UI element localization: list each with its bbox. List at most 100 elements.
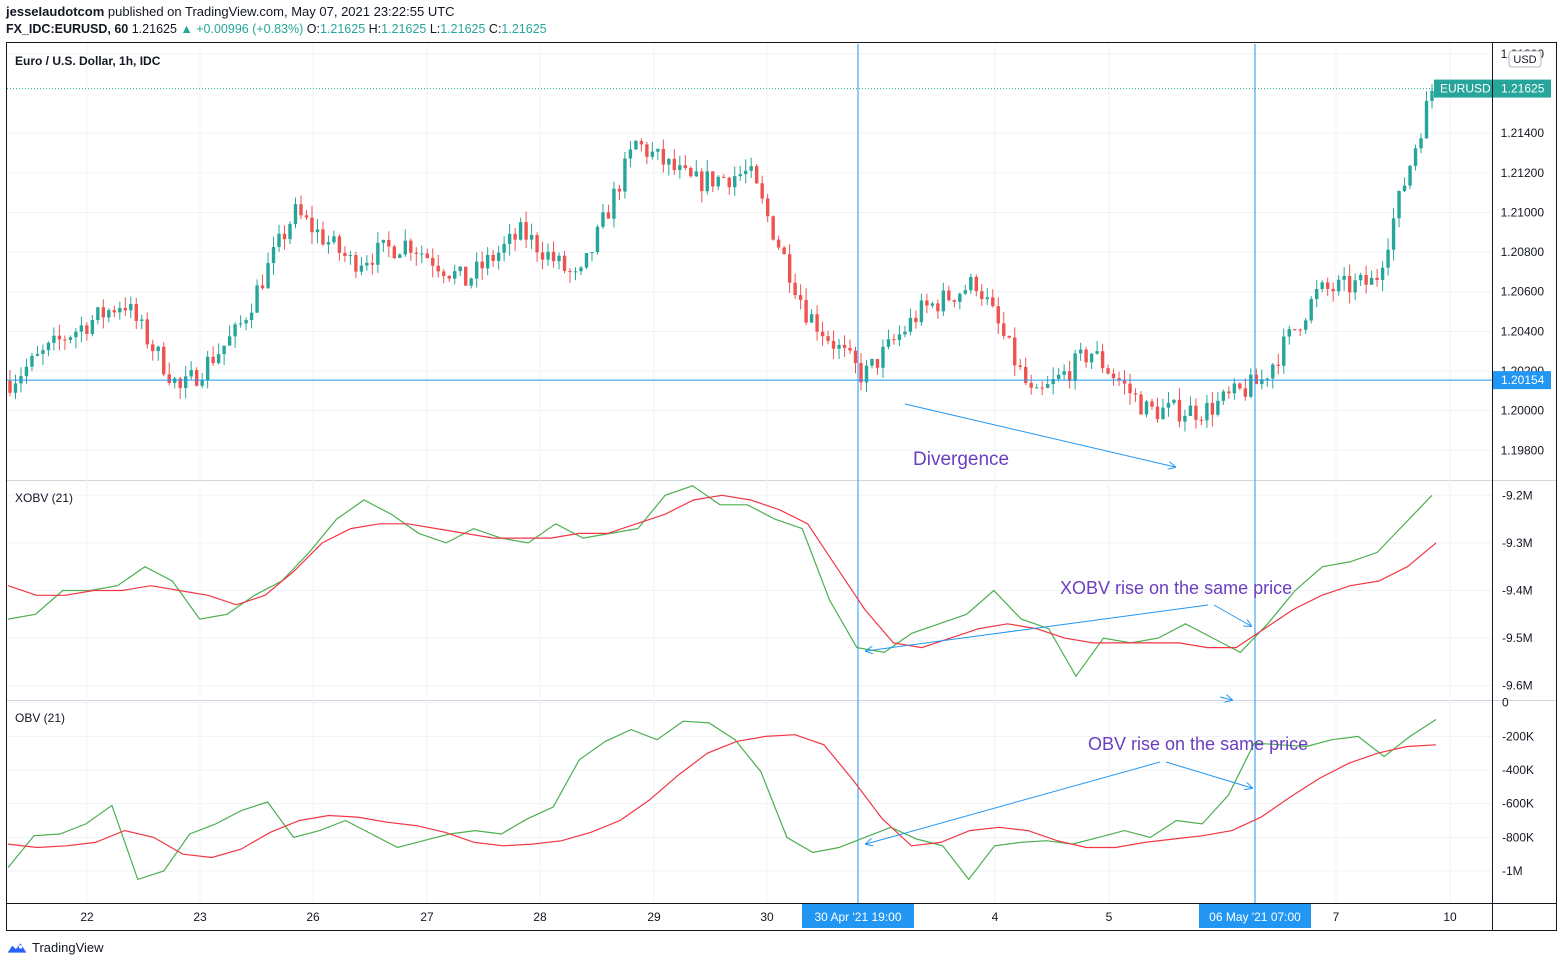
high-label: H: [368,22,382,36]
crosshair-price-tag [1493,371,1551,390]
obv-tick-label: 0 [1502,696,1509,710]
candle-body [1073,353,1077,381]
candle-body [453,271,457,279]
candle-body [183,376,188,388]
crosshair-time-label: 30 Apr '21 19:00 [814,910,901,924]
candle-body [980,291,984,300]
candle-body [914,317,918,323]
candle-body [930,303,935,306]
candle-body [1040,387,1044,389]
candle-body [1029,382,1033,388]
candle-body [370,262,375,265]
candle-body [1320,282,1324,290]
candle-body [1347,275,1352,293]
candle-body [1276,364,1280,366]
last-price-tag-label: 1.21625 [1501,82,1545,96]
candle-body [1331,288,1335,292]
candle-body [496,252,501,261]
candle-body [376,242,380,265]
xobv-pane-title: XOBV (21) [15,491,73,505]
candle-body [1254,374,1259,385]
tradingview-footer[interactable]: TradingView [6,940,104,955]
candle-body [1106,368,1110,374]
candle-body [848,347,852,351]
obv-ma-line [7,734,1437,859]
candle-body [13,383,18,393]
candle-body [672,158,677,171]
publish-date: published on TradingView.com, May 07, 20… [107,4,455,19]
candle-body [628,149,633,159]
candle-body [1364,274,1368,285]
candle-body [35,353,40,356]
candle-body [1084,349,1088,363]
candle-body [744,170,748,175]
candle-body [1391,218,1396,250]
candle-body [194,370,199,386]
candle-body [1260,379,1264,385]
candle-body [1128,383,1132,394]
candle-body [271,246,276,264]
candle-body [985,297,989,300]
candle-body [403,240,408,255]
candle-body [1045,384,1050,388]
xobv-tick-label: -9.4M [1502,584,1533,598]
candle-body [167,374,171,383]
obv-line [7,718,1437,881]
candle-body [1216,400,1220,415]
candle-body [639,140,644,145]
candle-body [425,253,429,258]
candle-body [1293,329,1297,331]
candle-body [859,363,863,383]
candle-body [601,212,605,227]
candle-body [365,262,369,266]
candle-body [1062,371,1066,375]
candle-body [46,342,51,351]
candle-body [595,226,600,253]
xobv-tick-label: -9.6M [1502,679,1533,693]
candle-body [535,235,539,253]
candle-body [634,140,638,150]
candle-body [689,167,693,177]
candle-body [809,314,814,323]
obv-arrow-left [866,761,1161,844]
candle-body [991,297,995,307]
price-tick-label: 1.20000 [1501,404,1545,418]
candle-body [474,261,479,279]
xobv-tick-label: -9.5M [1502,631,1533,645]
candle-body [24,366,29,377]
candle-body [321,229,325,245]
candle-body [700,171,704,192]
currency-badge [1508,50,1542,68]
price-tick-label: 1.21400 [1501,126,1545,140]
candle-body [716,176,720,187]
candle-body [524,222,528,240]
candle-body [1100,351,1105,369]
candle-body [733,176,737,188]
candle-body [173,378,177,383]
candle-body [963,290,968,294]
publisher-name[interactable]: jesseIaudotcom [6,4,105,19]
candle-body [140,319,144,321]
candle-body [1194,405,1198,420]
candle-body [205,356,210,381]
candle-body [387,239,391,247]
candle-body [694,171,698,177]
x-tick-label: 10 [1443,910,1457,924]
x-tick-label: 28 [533,910,547,924]
candle-body [244,320,248,324]
candle-body [974,276,979,292]
price-change: ▲ +0.00996 (+0.83%) [180,22,304,36]
close-value: 1.21625 [501,22,547,36]
symbol-tag-label: EURUSD [1440,82,1491,96]
candle-body [798,295,803,300]
candle-body [1078,349,1083,354]
candle-body [958,293,962,302]
x-tick-label: 27 [420,910,434,924]
candle-body [1183,415,1187,422]
x-tick-label: 5 [1106,910,1113,924]
candle-body [129,304,133,311]
candle-body [1067,371,1072,381]
candle-body [1089,353,1094,363]
candle-body [68,337,73,340]
